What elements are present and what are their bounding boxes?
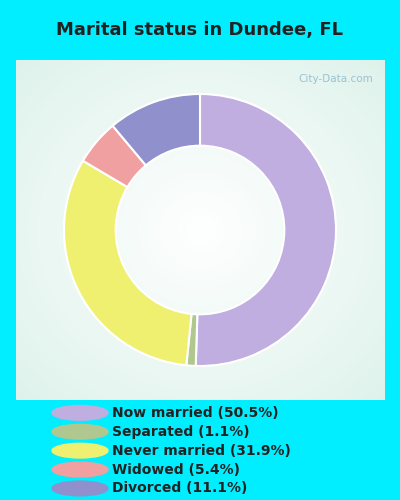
Wedge shape <box>64 161 192 366</box>
Text: Never married (31.9%): Never married (31.9%) <box>112 444 291 458</box>
Wedge shape <box>113 94 200 166</box>
Circle shape <box>52 462 108 477</box>
Text: City-Data.com: City-Data.com <box>298 74 373 84</box>
Wedge shape <box>83 126 146 187</box>
Circle shape <box>52 444 108 458</box>
Circle shape <box>52 424 108 439</box>
Text: Widowed (5.4%): Widowed (5.4%) <box>112 462 240 476</box>
Circle shape <box>52 481 108 496</box>
Wedge shape <box>186 314 197 366</box>
Text: Marital status in Dundee, FL: Marital status in Dundee, FL <box>56 21 344 39</box>
Text: Now married (50.5%): Now married (50.5%) <box>112 406 279 420</box>
Text: Separated (1.1%): Separated (1.1%) <box>112 425 250 439</box>
Wedge shape <box>196 94 336 366</box>
Text: Divorced (11.1%): Divorced (11.1%) <box>112 482 247 496</box>
Circle shape <box>52 406 108 420</box>
